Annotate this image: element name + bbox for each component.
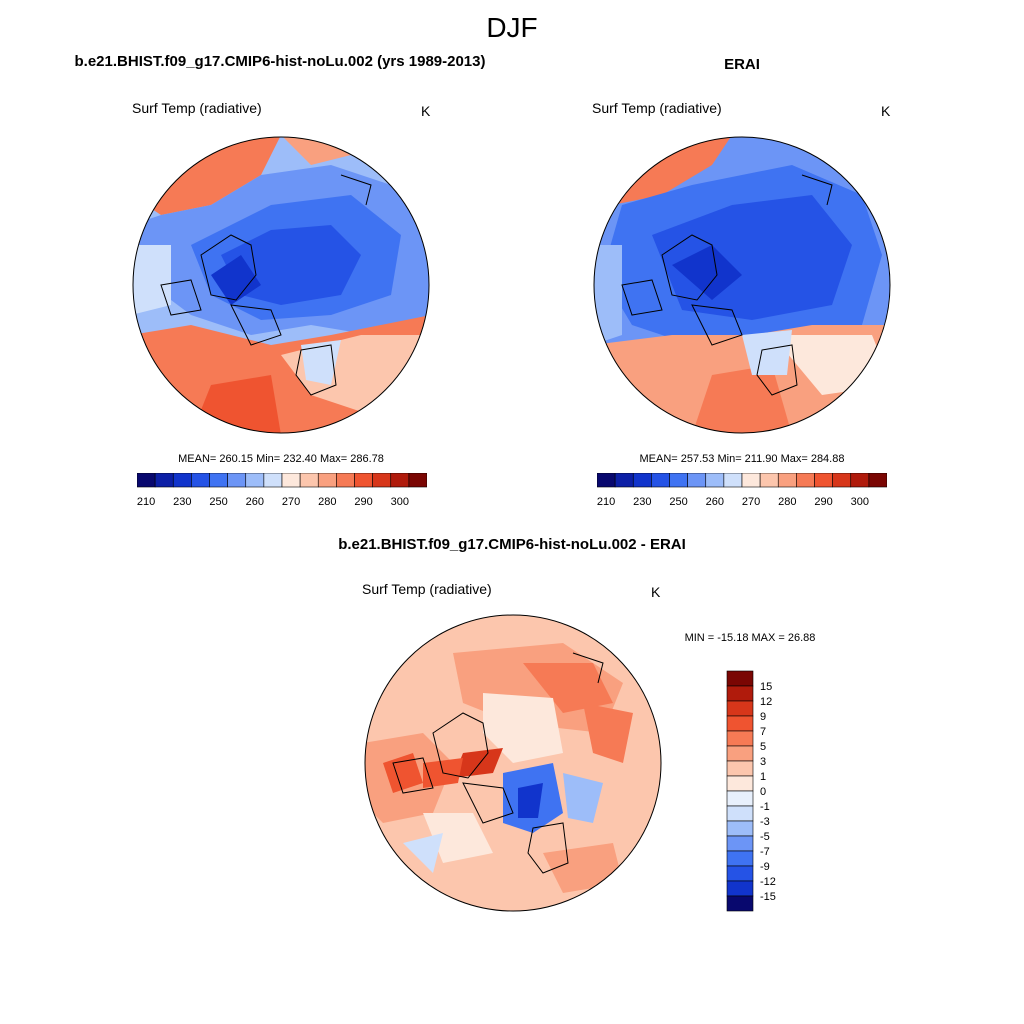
colorbar-box xyxy=(726,850,754,867)
colorbar-box xyxy=(741,473,761,488)
colorbar-box xyxy=(299,473,319,488)
panel-title-diff: b.e21.BHIST.f09_g17.CMIP6-hist-noLu.002 … xyxy=(338,536,686,553)
colorbar-box xyxy=(868,473,887,488)
colorbar-tick-label: 290 xyxy=(814,496,832,508)
colorbar-box xyxy=(336,473,355,488)
colorbar-box xyxy=(726,745,754,762)
colorbar-box xyxy=(154,473,174,488)
colorbar-tick-label: -3 xyxy=(760,816,770,828)
colorbar-box xyxy=(726,820,754,837)
colorbar-tick-label: -15 xyxy=(760,891,776,903)
colorbar-tick-label: 230 xyxy=(173,496,191,508)
colorbar-tick-label: 290 xyxy=(354,496,372,508)
colorbar-box xyxy=(227,473,247,488)
colorbar-box xyxy=(614,473,634,488)
colorbar-box xyxy=(726,700,754,717)
units-label-diff: K xyxy=(651,584,661,600)
colorbar-tick-label: 250 xyxy=(669,496,687,508)
colorbar-tick-label: -12 xyxy=(760,876,776,888)
colorbar-box xyxy=(209,473,228,488)
colorbar-tick-label: -1 xyxy=(760,801,770,813)
colorbar-tick-label: 9 xyxy=(760,711,766,723)
colorbar-box xyxy=(726,805,754,822)
colorbar-tick-label: -5 xyxy=(760,831,770,843)
colorbar-tick-label: 3 xyxy=(760,756,766,768)
colorbar-box xyxy=(726,790,754,807)
colorbar-tick-label: 230 xyxy=(633,496,651,508)
colorbar-box xyxy=(726,895,754,912)
colorbar-diff: 15 12 9 7 5 3 1 0 -1 -3 -5 -7 -9 -12 -15 xyxy=(726,670,776,912)
stats-obs: MEAN= 257.53 Min= 211.90 Max= 284.88 xyxy=(639,453,845,465)
colorbar-box xyxy=(281,473,301,488)
colorbar-model: 210 230 250 260 270 280 290 300 xyxy=(137,473,427,508)
colorbar-tick-label: 210 xyxy=(597,496,615,508)
colorbar-box xyxy=(726,685,754,702)
variable-label-diff: Surf Temp (radiative) xyxy=(362,581,492,597)
colorbar-box xyxy=(850,473,870,488)
colorbar-box xyxy=(597,473,616,488)
colorbar-tick-label: 270 xyxy=(742,496,760,508)
colorbar-box xyxy=(777,473,797,488)
colorbar-tick-label: 1 xyxy=(760,771,766,783)
variable-label-obs: Surf Temp (radiative) xyxy=(592,100,722,116)
colorbar-box xyxy=(390,473,410,488)
colorbar-box xyxy=(651,473,670,488)
colorbar-tick-label: 7 xyxy=(760,726,766,738)
panel-title-model: b.e21.BHIST.f09_g17.CMIP6-hist-noLu.002 … xyxy=(74,53,486,70)
colorbar-tick-label: 12 xyxy=(760,696,772,708)
colorbar-box xyxy=(726,835,754,852)
colorbar-box xyxy=(669,473,688,488)
colorbar-box xyxy=(726,775,754,792)
colorbar-box xyxy=(759,473,779,488)
stats-diff: MIN = -15.18 MAX = 26.88 xyxy=(684,632,816,644)
panel-title-obs: ERAI xyxy=(724,56,760,73)
colorbar-tick-label: 210 xyxy=(137,496,155,508)
colorbar-box xyxy=(726,880,754,897)
stats-model: MEAN= 260.15 Min= 232.40 Max= 286.78 xyxy=(178,453,384,465)
colorbar-tick-label: 280 xyxy=(318,496,336,508)
colorbar-obs: 210 230 250 260 270 280 290 300 xyxy=(597,473,887,508)
colorbar-tick-label: -7 xyxy=(760,846,770,858)
colorbar-box xyxy=(723,473,743,488)
variable-label-model: Surf Temp (radiative) xyxy=(132,100,262,116)
colorbar-box xyxy=(726,760,754,777)
colorbar-tick-label: 300 xyxy=(851,496,869,508)
colorbar-tick-label: 300 xyxy=(391,496,409,508)
polar-map-obs xyxy=(593,136,891,434)
units-label-obs: K xyxy=(881,103,891,119)
colorbar-box xyxy=(354,473,373,488)
colorbar-box xyxy=(191,473,210,488)
colorbar-box xyxy=(408,473,427,488)
polar-map-model xyxy=(132,136,430,434)
colorbar-box xyxy=(832,473,852,488)
colorbar-tick-label: 280 xyxy=(778,496,796,508)
colorbar-tick-label: 0 xyxy=(760,786,766,798)
colorbar-tick-label: 15 xyxy=(760,681,772,693)
page-title: DJF xyxy=(486,12,538,43)
colorbar-box xyxy=(796,473,815,488)
colorbar-tick-label: 260 xyxy=(706,496,724,508)
polar-map-diff xyxy=(364,614,662,912)
colorbar-box xyxy=(245,473,265,488)
colorbar-tick-label: 260 xyxy=(246,496,264,508)
colorbar-box xyxy=(372,473,392,488)
colorbar-box xyxy=(317,473,337,488)
colorbar-box xyxy=(263,473,283,488)
colorbar-box xyxy=(632,473,652,488)
colorbar-box xyxy=(687,473,707,488)
colorbar-box xyxy=(172,473,192,488)
colorbar-tick-label: 270 xyxy=(282,496,300,508)
colorbar-tick-label: 5 xyxy=(760,741,766,753)
colorbar-box xyxy=(137,473,156,488)
colorbar-box xyxy=(705,473,725,488)
colorbar-box xyxy=(726,865,754,882)
colorbar-box xyxy=(726,730,754,747)
colorbar-box xyxy=(814,473,833,488)
colorbar-box xyxy=(726,670,754,687)
colorbar-tick-label: -9 xyxy=(760,861,770,873)
colorbar-tick-label: 250 xyxy=(209,496,227,508)
colorbar-box xyxy=(726,715,754,732)
units-label-model: K xyxy=(421,103,431,119)
